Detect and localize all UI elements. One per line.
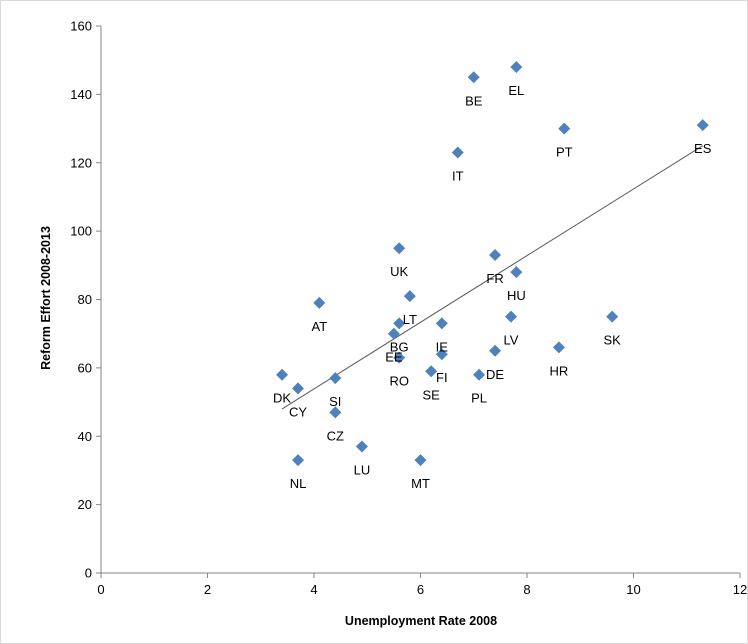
data-point-hr xyxy=(552,341,565,354)
point-label-fi: FI xyxy=(436,370,448,385)
data-point-fr xyxy=(489,249,502,262)
x-tick-label: 12 xyxy=(733,582,747,597)
x-tick-label: 4 xyxy=(310,582,317,597)
data-point-lu xyxy=(355,440,368,453)
data-point-si xyxy=(329,372,342,385)
data-point-ro xyxy=(393,351,406,364)
point-label-ee: EE xyxy=(385,350,403,365)
data-point-hu xyxy=(510,266,523,279)
data-point-at xyxy=(313,296,326,309)
point-label-lu: LU xyxy=(354,463,371,478)
point-label-es: ES xyxy=(694,141,712,156)
data-point-pl xyxy=(473,368,486,381)
point-labels-layer: BE EL PT ES IT UK FR HU AT LT BG IE LV SK EE RO FI DE HR SE… xyxy=(273,83,712,491)
data-point-ie xyxy=(435,317,448,330)
data-point-cz xyxy=(329,406,342,419)
point-label-hr: HR xyxy=(550,363,569,378)
point-label-at: AT xyxy=(311,319,327,334)
point-label-lv: LV xyxy=(504,333,519,348)
point-label-de: DE xyxy=(486,367,504,382)
y-tick-label: 60 xyxy=(78,360,92,375)
data-point-mt xyxy=(414,454,427,467)
point-label-si: SI xyxy=(329,394,341,409)
point-label-pl: PL xyxy=(471,391,487,406)
point-label-dk: DK xyxy=(273,391,291,406)
data-point-lt xyxy=(403,290,416,303)
data-point-se xyxy=(425,365,438,378)
point-label-bg: BG xyxy=(390,339,409,354)
y-tick-label: 0 xyxy=(85,566,92,581)
data-point-bg xyxy=(393,317,406,330)
axes: 0 20 40 60 80 100 120 140 160 0 2 4 6 8 10 12 xyxy=(70,19,747,598)
data-point-sk xyxy=(606,310,619,323)
x-tick-label: 10 xyxy=(626,582,640,597)
data-point-cy xyxy=(292,382,305,395)
point-label-se: SE xyxy=(422,387,440,402)
point-label-hu: HU xyxy=(507,288,526,303)
point-label-cz: CZ xyxy=(327,428,344,443)
data-point-pt xyxy=(558,122,571,135)
point-label-be: BE xyxy=(465,93,483,108)
data-point-be xyxy=(467,71,480,84)
point-label-nl: NL xyxy=(290,476,307,491)
x-tick-label: 6 xyxy=(417,582,424,597)
trendline-layer xyxy=(281,145,703,410)
data-point-nl xyxy=(292,454,305,467)
point-label-lt: LT xyxy=(403,312,417,327)
data-point-el xyxy=(510,61,523,74)
point-label-ie: IE xyxy=(436,339,449,354)
point-label-sk: SK xyxy=(604,333,622,348)
point-label-pt: PT xyxy=(556,145,573,160)
y-axis-title: Reform Effort 2008-2013 xyxy=(39,226,53,370)
y-tick-label: 140 xyxy=(70,87,92,102)
x-tick-label: 2 xyxy=(204,582,211,597)
data-point-it xyxy=(451,146,464,159)
point-label-mt: MT xyxy=(411,476,430,491)
data-point-de xyxy=(489,344,502,357)
data-point-lv xyxy=(505,310,518,323)
data-point-fi xyxy=(435,348,448,361)
x-tick-label: 0 xyxy=(97,582,104,597)
point-label-el: EL xyxy=(508,83,524,98)
point-label-cy: CY xyxy=(289,404,307,419)
x-tick-label: 8 xyxy=(523,582,530,597)
point-label-it: IT xyxy=(452,168,464,183)
y-tick-label: 120 xyxy=(70,155,92,170)
data-point-es xyxy=(696,119,709,132)
data-point-ee xyxy=(387,327,400,340)
y-tick-label: 80 xyxy=(78,292,92,307)
trendline xyxy=(281,145,703,410)
point-label-ro: RO xyxy=(389,374,409,389)
y-tick-label: 40 xyxy=(78,429,92,444)
data-point-dk xyxy=(276,368,289,381)
point-label-uk: UK xyxy=(390,264,408,279)
y-tick-label: 160 xyxy=(70,19,92,34)
y-tick-label: 20 xyxy=(78,497,92,512)
data-point-uk xyxy=(393,242,406,255)
y-tick-label: 100 xyxy=(70,224,92,239)
x-axis-title: Unemployment Rate 2008 xyxy=(345,614,497,628)
points-layer xyxy=(276,61,709,467)
point-label-fr: FR xyxy=(486,271,503,286)
